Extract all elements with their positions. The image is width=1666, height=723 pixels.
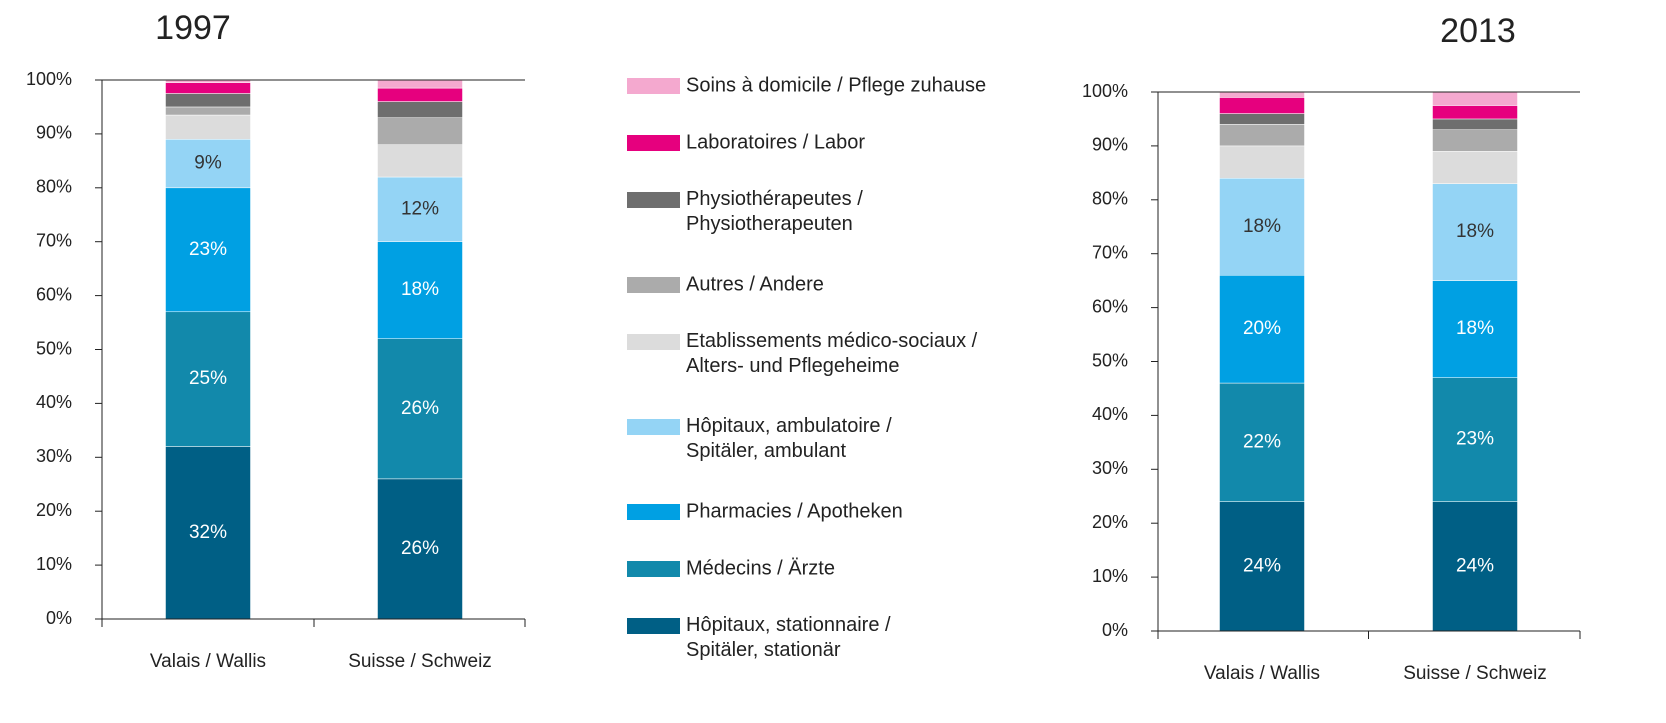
legend-label: Autres / Andere bbox=[686, 273, 824, 295]
bar-segment bbox=[165, 311, 251, 447]
bar-segment bbox=[1219, 177, 1305, 276]
bar-segment bbox=[1219, 145, 1305, 179]
legend-swatch bbox=[627, 135, 680, 151]
legend-swatch bbox=[627, 561, 680, 577]
legend-swatch bbox=[627, 618, 680, 634]
bar-segment bbox=[1432, 280, 1518, 378]
y-tick-label: 40% bbox=[1092, 404, 1128, 424]
x-tick-label: Suisse / Schweiz bbox=[1403, 663, 1547, 684]
y-tick-label: 100% bbox=[1082, 81, 1128, 101]
bar-segment bbox=[165, 82, 251, 94]
legend-label: Soins à domicile / Pflege zuhause bbox=[686, 74, 986, 96]
bar-segment bbox=[165, 93, 251, 108]
legend-label: Pharmacies / Apotheken bbox=[686, 500, 903, 522]
bar-segment bbox=[1219, 97, 1305, 114]
bar-segment bbox=[1219, 382, 1305, 502]
panel-title: 1997 bbox=[155, 9, 231, 47]
y-tick-label: 80% bbox=[1092, 189, 1128, 209]
y-tick-label: 100% bbox=[26, 69, 72, 89]
data-label: 18% bbox=[1456, 318, 1494, 339]
y-tick-label: 60% bbox=[1092, 296, 1128, 316]
data-label: 18% bbox=[401, 279, 439, 300]
y-tick-label: 60% bbox=[36, 284, 72, 304]
y-tick-label: 40% bbox=[36, 392, 72, 412]
y-tick-label: 70% bbox=[1092, 242, 1128, 262]
bar-segment bbox=[377, 338, 463, 480]
legend-swatch bbox=[627, 78, 680, 94]
data-label: 32% bbox=[189, 522, 227, 543]
bar-segment bbox=[377, 101, 463, 118]
data-label: 23% bbox=[1456, 429, 1494, 450]
bar-segment bbox=[1432, 91, 1518, 106]
legend-label: Laboratoires / Labor bbox=[686, 131, 865, 153]
bar-segment bbox=[377, 478, 463, 620]
data-label: 9% bbox=[194, 153, 222, 174]
bar-segment bbox=[377, 117, 463, 145]
bar-segment bbox=[377, 241, 463, 339]
y-tick-label: 70% bbox=[36, 230, 72, 250]
bar-segment bbox=[1219, 113, 1305, 125]
y-tick-label: 50% bbox=[36, 338, 72, 358]
x-tick-label: Suisse / Schweiz bbox=[348, 651, 492, 672]
bar-segment bbox=[1432, 151, 1518, 184]
legend-label: Hôpitaux, stationnaire / Spitäler, statio… bbox=[686, 614, 891, 661]
bar-segment bbox=[1219, 275, 1305, 384]
y-tick-label: 20% bbox=[1092, 512, 1128, 532]
bar-segment bbox=[1219, 501, 1305, 632]
data-label: 18% bbox=[1243, 216, 1281, 237]
legend-label: Hôpitaux, ambulatoire / Spitäler, ambulan… bbox=[686, 415, 892, 462]
data-label: 24% bbox=[1243, 555, 1281, 576]
bar-segment bbox=[1432, 118, 1518, 130]
bar-segment bbox=[377, 87, 463, 102]
y-tick-label: 90% bbox=[36, 123, 72, 143]
panel-title: 2013 bbox=[1440, 12, 1516, 50]
bar-segment bbox=[165, 106, 251, 116]
legend-label: Médecins / Ärzte bbox=[686, 557, 835, 579]
y-tick-label: 30% bbox=[36, 446, 72, 466]
bar-segment bbox=[1219, 91, 1305, 98]
bar-segment bbox=[377, 79, 463, 89]
data-label: 26% bbox=[401, 398, 439, 419]
bar-segment bbox=[377, 144, 463, 178]
y-tick-label: 10% bbox=[36, 554, 72, 574]
y-tick-label: 0% bbox=[46, 608, 72, 628]
bar-segment bbox=[1432, 501, 1518, 632]
legend-swatch bbox=[627, 334, 680, 350]
data-label: 12% bbox=[401, 198, 439, 219]
bar-segment bbox=[1432, 105, 1518, 120]
y-tick-label: 90% bbox=[1092, 135, 1128, 155]
y-tick-label: 0% bbox=[1102, 620, 1128, 640]
data-label: 18% bbox=[1456, 221, 1494, 242]
legend-swatch bbox=[627, 504, 680, 520]
y-tick-label: 50% bbox=[1092, 350, 1128, 370]
data-label: 25% bbox=[189, 368, 227, 389]
legend-label: Etablissements médico-sociaux / Alters- u… bbox=[686, 330, 978, 377]
legend-label: Physiothérapeutes / Physiotherapeuten bbox=[686, 188, 863, 235]
y-tick-label: 10% bbox=[1092, 566, 1128, 586]
data-label: 20% bbox=[1243, 318, 1281, 339]
y-tick-label: 80% bbox=[36, 177, 72, 197]
legend-swatch bbox=[627, 192, 680, 208]
legend-swatch bbox=[627, 419, 680, 435]
data-label: 23% bbox=[189, 239, 227, 260]
bar-segment bbox=[1432, 377, 1518, 502]
bar-segment bbox=[1432, 129, 1518, 152]
data-label: 24% bbox=[1456, 555, 1494, 576]
bar-segment bbox=[165, 446, 251, 620]
x-tick-label: Valais / Wallis bbox=[150, 651, 266, 672]
bar-segment bbox=[165, 187, 251, 313]
data-label: 22% bbox=[1243, 431, 1281, 452]
x-tick-label: Valais / Wallis bbox=[1204, 663, 1320, 684]
data-label: 26% bbox=[401, 538, 439, 559]
bar-segment bbox=[165, 139, 251, 189]
bar-segment bbox=[1432, 183, 1518, 281]
y-tick-label: 30% bbox=[1092, 458, 1128, 478]
bar-segment bbox=[165, 114, 251, 140]
bar-segment bbox=[1219, 124, 1305, 147]
legend-swatch bbox=[627, 277, 680, 293]
y-tick-label: 20% bbox=[36, 500, 72, 520]
